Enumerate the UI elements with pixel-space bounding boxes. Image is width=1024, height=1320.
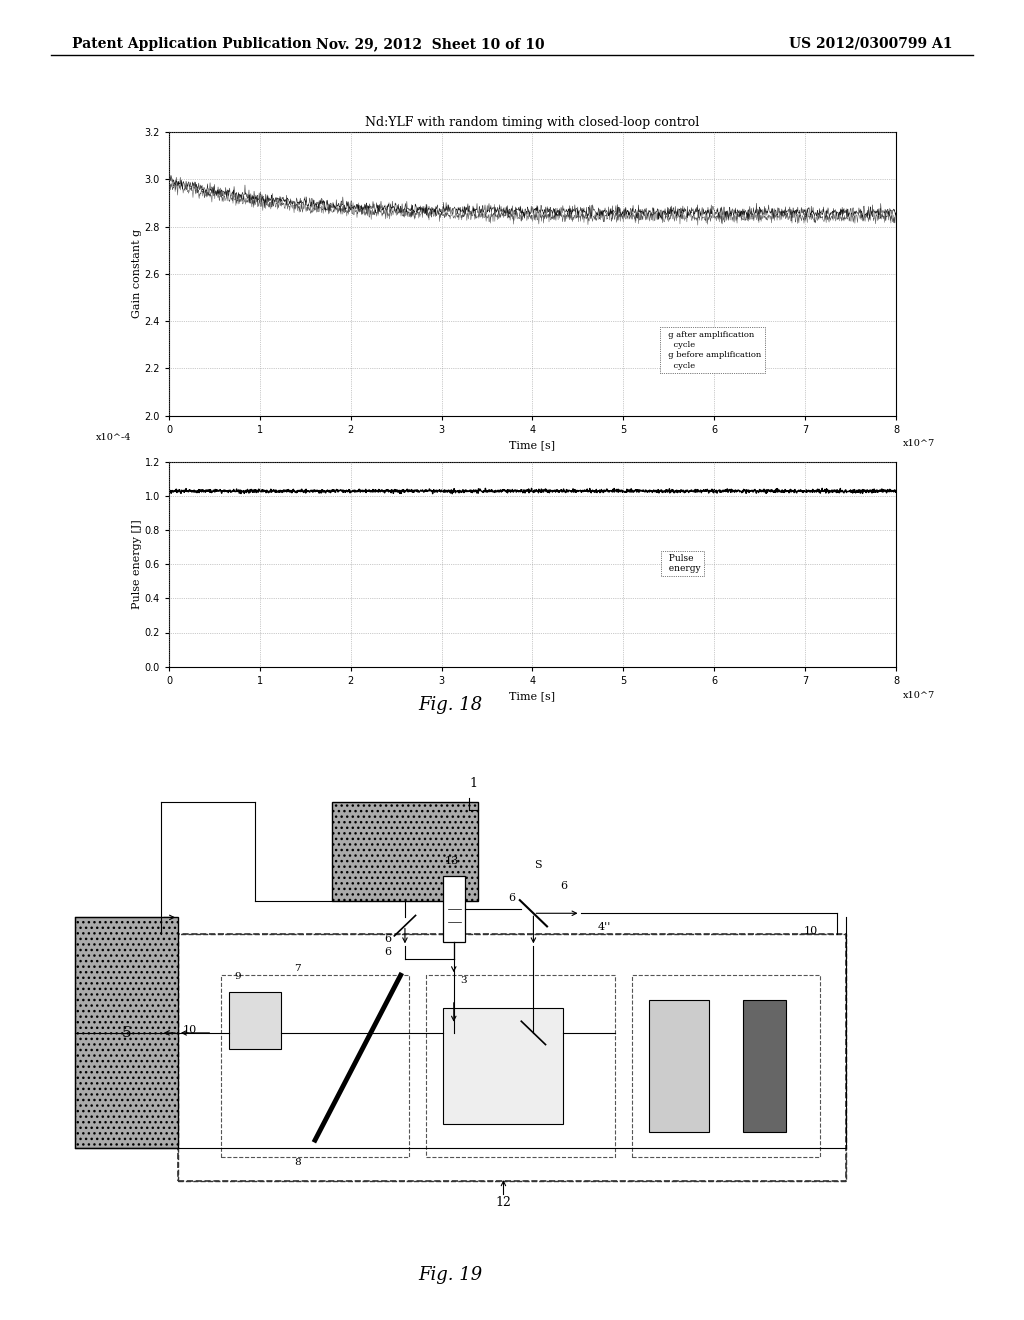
Text: 3: 3 bbox=[461, 977, 467, 986]
Y-axis label: Gain constant g: Gain constant g bbox=[132, 230, 141, 318]
Text: S: S bbox=[534, 859, 542, 870]
Text: 6: 6 bbox=[384, 946, 391, 957]
Text: 6: 6 bbox=[384, 935, 391, 944]
Bar bbox=[332, 801, 478, 900]
Title: Nd:YLF with random timing with closed-loop control: Nd:YLF with random timing with closed-lo… bbox=[366, 116, 699, 129]
Bar bbox=[178, 935, 846, 1181]
Text: 1: 1 bbox=[469, 776, 477, 789]
Text: 5: 5 bbox=[122, 1026, 131, 1040]
Bar bbox=[221, 975, 410, 1156]
Bar bbox=[649, 1001, 709, 1133]
Text: 7: 7 bbox=[295, 964, 301, 973]
Text: 4'': 4'' bbox=[598, 921, 611, 932]
X-axis label: Time [s]: Time [s] bbox=[509, 692, 556, 701]
Text: x10^7: x10^7 bbox=[903, 438, 936, 447]
X-axis label: Time [s]: Time [s] bbox=[509, 441, 556, 450]
Text: g after amplification
    cycle
  g before amplification
    cycle: g after amplification cycle g before amp… bbox=[664, 330, 762, 370]
Text: 10: 10 bbox=[182, 1024, 197, 1035]
Text: x10^7: x10^7 bbox=[903, 692, 936, 700]
Text: 9: 9 bbox=[234, 973, 242, 981]
Bar bbox=[443, 876, 465, 942]
Bar bbox=[229, 991, 281, 1049]
Text: x10^-4: x10^-4 bbox=[96, 433, 132, 441]
Text: 12: 12 bbox=[496, 1196, 511, 1209]
Bar bbox=[178, 935, 846, 1181]
Text: Fig. 19: Fig. 19 bbox=[419, 1266, 482, 1284]
Bar bbox=[743, 1001, 786, 1133]
Text: 13: 13 bbox=[444, 855, 459, 866]
Text: 8: 8 bbox=[295, 1158, 301, 1167]
Bar bbox=[75, 917, 178, 1148]
Text: US 2012/0300799 A1: US 2012/0300799 A1 bbox=[788, 37, 952, 51]
Text: 6: 6 bbox=[560, 880, 567, 891]
Text: Nov. 29, 2012  Sheet 10 of 10: Nov. 29, 2012 Sheet 10 of 10 bbox=[315, 37, 545, 51]
Y-axis label: Pulse energy [J]: Pulse energy [J] bbox=[132, 520, 141, 609]
Bar bbox=[443, 1008, 563, 1123]
Text: Pulse
  energy: Pulse energy bbox=[664, 554, 701, 573]
Text: Fig. 18: Fig. 18 bbox=[419, 696, 482, 714]
Text: 10: 10 bbox=[803, 925, 817, 936]
Bar bbox=[632, 975, 820, 1156]
Bar bbox=[426, 975, 614, 1156]
Text: Patent Application Publication: Patent Application Publication bbox=[72, 37, 311, 51]
Text: 6: 6 bbox=[509, 892, 515, 903]
